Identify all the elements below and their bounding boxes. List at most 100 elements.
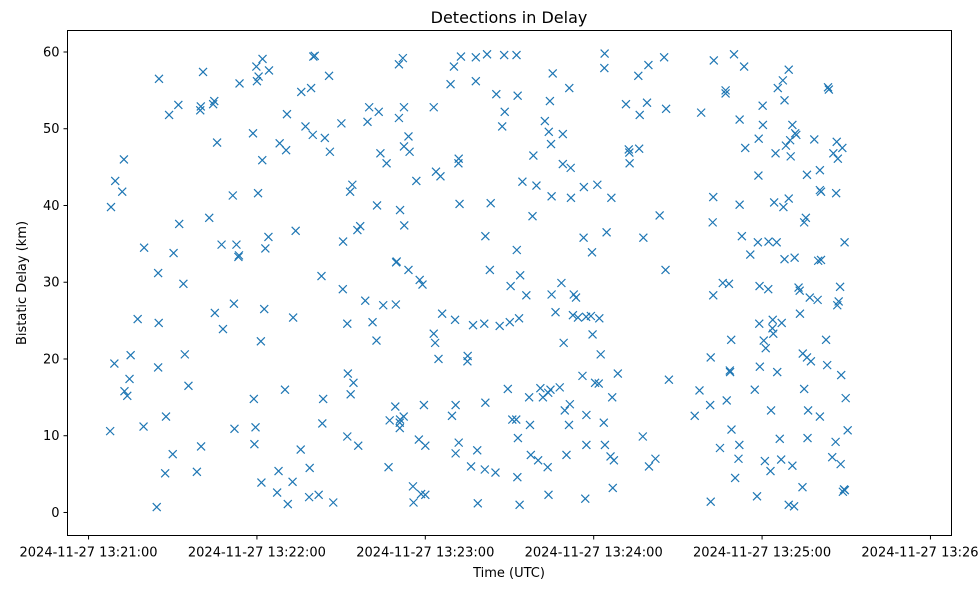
- data-point-marker: [635, 110, 645, 120]
- data-point-marker: [787, 120, 797, 130]
- data-point-marker: [109, 359, 119, 369]
- data-point-marker: [471, 52, 481, 62]
- data-point-marker: [173, 100, 183, 110]
- data-point-marker: [734, 454, 743, 464]
- data-point-marker: [125, 374, 134, 384]
- data-point-marker: [755, 362, 765, 372]
- data-point-marker: [328, 498, 338, 507]
- data-point-marker: [638, 432, 648, 441]
- data-point-marker: [581, 410, 591, 420]
- data-point-marker: [338, 237, 348, 246]
- data-point-marker: [579, 233, 589, 243]
- data-point-marker: [196, 102, 206, 111]
- data-point-marker: [399, 102, 409, 112]
- data-point-marker: [468, 320, 478, 330]
- data-point-marker: [547, 191, 557, 201]
- y-tick-label: 0: [51, 506, 59, 521]
- data-point-marker: [499, 50, 509, 60]
- data-point-marker: [809, 135, 819, 144]
- data-point-marker: [644, 462, 654, 471]
- data-point-marker: [310, 51, 320, 61]
- data-point-marker: [780, 95, 789, 105]
- data-point-marker: [613, 369, 623, 378]
- data-point-marker: [291, 226, 301, 236]
- data-point-marker: [345, 187, 355, 197]
- data-point-marker: [404, 265, 413, 275]
- data-point-marker: [753, 171, 763, 180]
- data-point-marker: [398, 53, 408, 63]
- data-point-marker: [320, 133, 330, 143]
- data-point-marker: [573, 313, 583, 322]
- data-point-marker: [737, 231, 747, 241]
- y-tick-label: 30: [43, 276, 60, 291]
- data-point-marker: [126, 350, 136, 360]
- data-point-marker: [579, 182, 589, 192]
- data-point-marker: [506, 281, 516, 291]
- data-point-marker: [565, 399, 575, 409]
- data-point-marker: [196, 442, 206, 451]
- data-point-marker: [378, 300, 388, 310]
- data-point-marker: [815, 412, 825, 421]
- data-point-marker: [192, 467, 202, 477]
- data-point-marker: [754, 319, 764, 329]
- data-point-marker: [399, 221, 409, 230]
- data-point-marker: [624, 145, 634, 154]
- data-point-marker: [257, 155, 267, 165]
- data-point-marker: [545, 96, 555, 106]
- data-point-marker: [831, 437, 841, 447]
- data-point-marker: [420, 441, 430, 451]
- data-point-marker: [451, 400, 461, 410]
- data-point-marker: [799, 384, 809, 394]
- data-point-marker: [840, 485, 850, 495]
- data-point-marker: [139, 422, 148, 431]
- data-point-marker: [394, 59, 404, 69]
- data-point-marker: [721, 89, 731, 98]
- data-point-marker: [776, 455, 786, 464]
- data-point-marker: [110, 176, 120, 186]
- data-point-marker: [766, 466, 775, 476]
- data-point-marker: [511, 415, 521, 425]
- data-point-marker: [758, 120, 768, 130]
- y-axis-label: Bistatic Delay (km): [15, 221, 30, 345]
- data-point-marker: [353, 441, 363, 451]
- data-point-marker: [760, 456, 770, 466]
- data-point-marker: [446, 79, 455, 89]
- data-point-marker: [841, 393, 851, 403]
- data-point-marker: [154, 318, 164, 328]
- data-point-marker: [233, 252, 243, 262]
- data-point-marker: [456, 52, 466, 62]
- data-point-marker: [621, 99, 631, 109]
- data-point-marker: [473, 498, 483, 508]
- data-point-marker: [117, 187, 127, 197]
- data-point-marker: [634, 144, 644, 154]
- data-point-marker: [548, 69, 558, 78]
- data-point-marker: [740, 143, 750, 153]
- data-point-marker: [364, 102, 374, 112]
- data-point-marker: [781, 141, 791, 151]
- data-point-marker: [801, 213, 811, 223]
- data-point-marker: [726, 335, 736, 345]
- data-point-marker: [408, 481, 418, 491]
- plot-area-frame: [67, 30, 952, 536]
- x-axis-label: Time (UTC): [472, 566, 545, 581]
- data-point-marker: [500, 107, 510, 117]
- data-point-marker: [429, 102, 439, 112]
- data-point-marker: [363, 117, 372, 127]
- data-point-marker: [777, 318, 787, 328]
- data-point-marker: [556, 278, 566, 288]
- data-point-marker: [730, 473, 740, 483]
- data-point-marker: [514, 313, 524, 323]
- data-point-marker: [517, 177, 527, 187]
- data-point-marker: [655, 211, 665, 220]
- data-point-marker: [836, 459, 846, 469]
- data-point-marker: [607, 392, 617, 402]
- data-point-marker: [169, 248, 179, 258]
- data-point-marker: [558, 129, 568, 139]
- data-point-marker: [248, 128, 258, 138]
- data-point-marker: [394, 113, 404, 123]
- data-point-marker: [824, 85, 834, 95]
- data-point-marker: [282, 109, 292, 119]
- data-point-marker: [455, 199, 464, 209]
- data-point-marker: [596, 349, 606, 359]
